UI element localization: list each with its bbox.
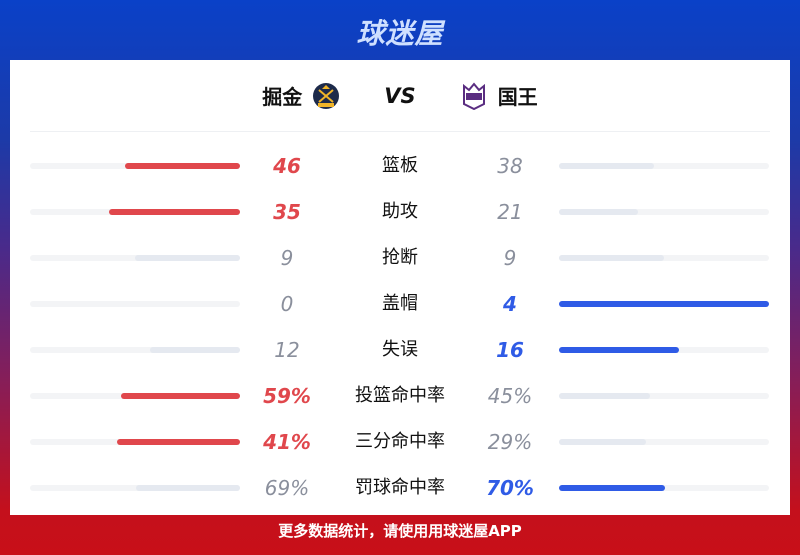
stat-row: 9 抢断 9 [10, 246, 790, 270]
home-value: 9 [280, 246, 294, 270]
away-value: 70% [486, 476, 534, 500]
matchup-header: 掘金 VS 国王 [30, 60, 770, 132]
home-value: 69% [264, 476, 310, 500]
home-bar-track [30, 255, 240, 261]
home-value: 59% [263, 384, 311, 408]
stat-label: 篮板 [382, 155, 418, 176]
stat-row: 46 篮板 38 [10, 154, 790, 178]
stat-row: 59% 投篮命中率 45% [10, 384, 790, 408]
nuggets-logo-icon [313, 82, 340, 109]
away-bar-fill [559, 485, 665, 491]
stat-row: 12 失误 16 [10, 338, 790, 362]
stat-label: 三分命中率 [355, 431, 445, 452]
stat-row: 35 助攻 21 [10, 200, 790, 224]
stat-label: 抢断 [382, 247, 418, 268]
brand-logo: 球迷屋 [356, 17, 444, 50]
home-bar-track [30, 439, 240, 445]
stat-label: 盖帽 [382, 293, 418, 314]
away-bar-fill [559, 439, 646, 445]
away-value: 9 [503, 246, 517, 270]
home-value: 35 [273, 200, 301, 224]
away-team[interactable]: 国王 [460, 81, 538, 110]
away-value: 21 [497, 200, 523, 224]
away-bar-track [559, 255, 769, 261]
away-bar-track [559, 347, 769, 353]
home-value: 41% [263, 430, 311, 454]
home-bar-track [30, 393, 240, 399]
home-team[interactable]: 掘金 [262, 81, 340, 110]
home-bar-fill [108, 209, 240, 215]
home-bar-track [30, 485, 240, 491]
away-bar-track [559, 485, 769, 491]
home-bar-fill [150, 347, 240, 353]
away-bar-fill [559, 209, 638, 215]
away-bar-fill [559, 347, 679, 353]
away-value: 29% [487, 430, 533, 454]
home-bar-fill [135, 255, 240, 261]
home-bar-track [30, 347, 240, 353]
away-bar-track [559, 393, 769, 399]
kings-logo-icon [462, 81, 485, 110]
home-bar-track [30, 163, 240, 169]
away-bar-track [559, 301, 769, 307]
stats-card: 掘金 VS 国王 46 篮板 38 35 助攻 21 9 抢断 9 0 盖帽 4… [10, 60, 790, 515]
vs-label: VS [384, 83, 416, 108]
away-bar-track [559, 163, 769, 169]
home-bar-fill [117, 439, 240, 445]
away-bar-fill [559, 301, 769, 307]
away-bar-fill [559, 163, 654, 169]
app-promo-footer[interactable]: 更多数据统计，请使用用球迷屋APP [278, 522, 522, 540]
home-value: 46 [273, 154, 301, 178]
away-value: 16 [496, 338, 524, 362]
stat-label: 罚球命中率 [355, 477, 445, 498]
home-team-name: 掘金 [262, 85, 303, 109]
home-bar-track [30, 209, 240, 215]
stat-label: 助攻 [382, 201, 418, 222]
home-value: 0 [280, 292, 294, 316]
stat-row: 41% 三分命中率 29% [10, 430, 790, 454]
away-bar-track [559, 439, 769, 445]
away-bar-fill [559, 393, 650, 399]
home-bar-fill [120, 393, 240, 399]
stat-row: 69% 罚球命中率 70% [10, 476, 790, 500]
away-bar-fill [559, 255, 664, 261]
away-bar-track [559, 209, 769, 215]
home-bar-fill [125, 163, 240, 169]
home-value: 12 [274, 338, 300, 362]
away-value: 38 [497, 154, 523, 178]
away-team-name: 国王 [497, 85, 538, 109]
away-value: 45% [487, 384, 533, 408]
stat-label: 投篮命中率 [355, 385, 445, 406]
stat-label: 失误 [382, 339, 418, 360]
away-value: 4 [503, 292, 517, 316]
stat-row: 0 盖帽 4 [10, 292, 790, 316]
home-bar-track [30, 301, 240, 307]
home-bar-fill [135, 485, 240, 491]
